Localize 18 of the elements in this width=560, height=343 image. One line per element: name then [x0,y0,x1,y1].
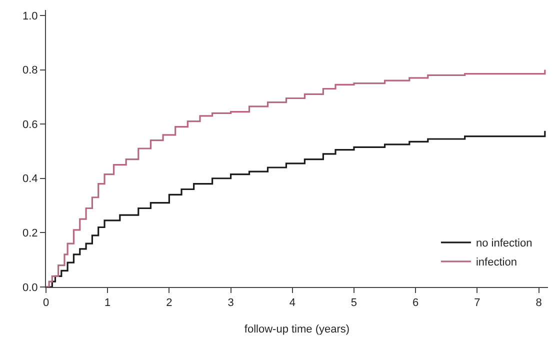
x-tick-label: 2 [166,297,172,310]
y-tick-label: 1.0 [22,10,38,22]
legend-label: no infection [476,238,532,250]
y-tick-label: 0.2 [22,228,38,240]
x-tick-label: 1 [104,297,111,310]
x-tick-label: 8 [536,297,542,310]
y-tick-label: 0.8 [22,64,38,77]
x-tick-label: 0 [42,297,50,310]
x-tick-label: 5 [350,297,358,310]
y-tick-label: 0.0 [22,282,38,294]
x-tick-label: 7 [474,297,480,310]
y-tick-label: 0.6 [22,118,38,131]
y-tick-label: 0.4 [22,173,38,186]
x-tick-label: 6 [412,297,419,310]
x-axis-title: follow-up time (years) [244,323,350,336]
x-tick-label: 4 [289,297,296,310]
legend-label: infection [476,256,517,269]
x-tick-label: 3 [228,297,234,310]
